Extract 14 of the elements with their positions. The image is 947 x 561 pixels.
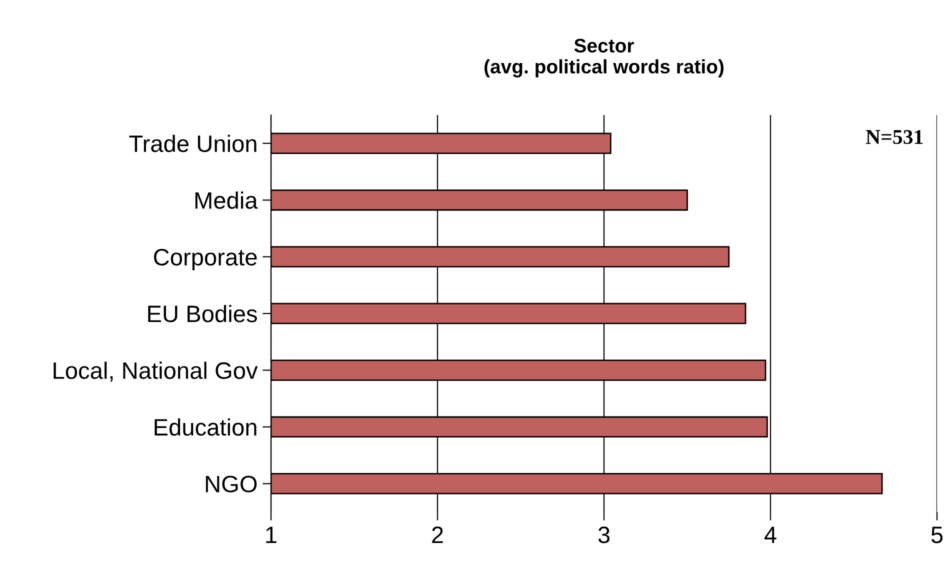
y-tick-label: Media [195, 192, 258, 209]
x-tick-label: 3 [598, 526, 610, 544]
y-tick-label: Local, National Gov [54, 362, 258, 382]
annotation: N=531 [866, 130, 923, 144]
chart-title: Sector (avg. political words ratio) [484, 38, 724, 78]
x-tick-label: 2 [432, 526, 443, 543]
x-tick-label: 4 [764, 526, 776, 543]
y-tick-label: Education [154, 418, 256, 436]
y-tick-label: NGO [206, 476, 257, 492]
x-tick-label: 1 [266, 526, 276, 543]
y-tick-label: Trade Union [129, 134, 256, 152]
x-tick-label: 5 [931, 526, 943, 544]
y-tick-label: EU Bodies [148, 304, 257, 322]
y-tick-label: Corporate [154, 248, 257, 270]
